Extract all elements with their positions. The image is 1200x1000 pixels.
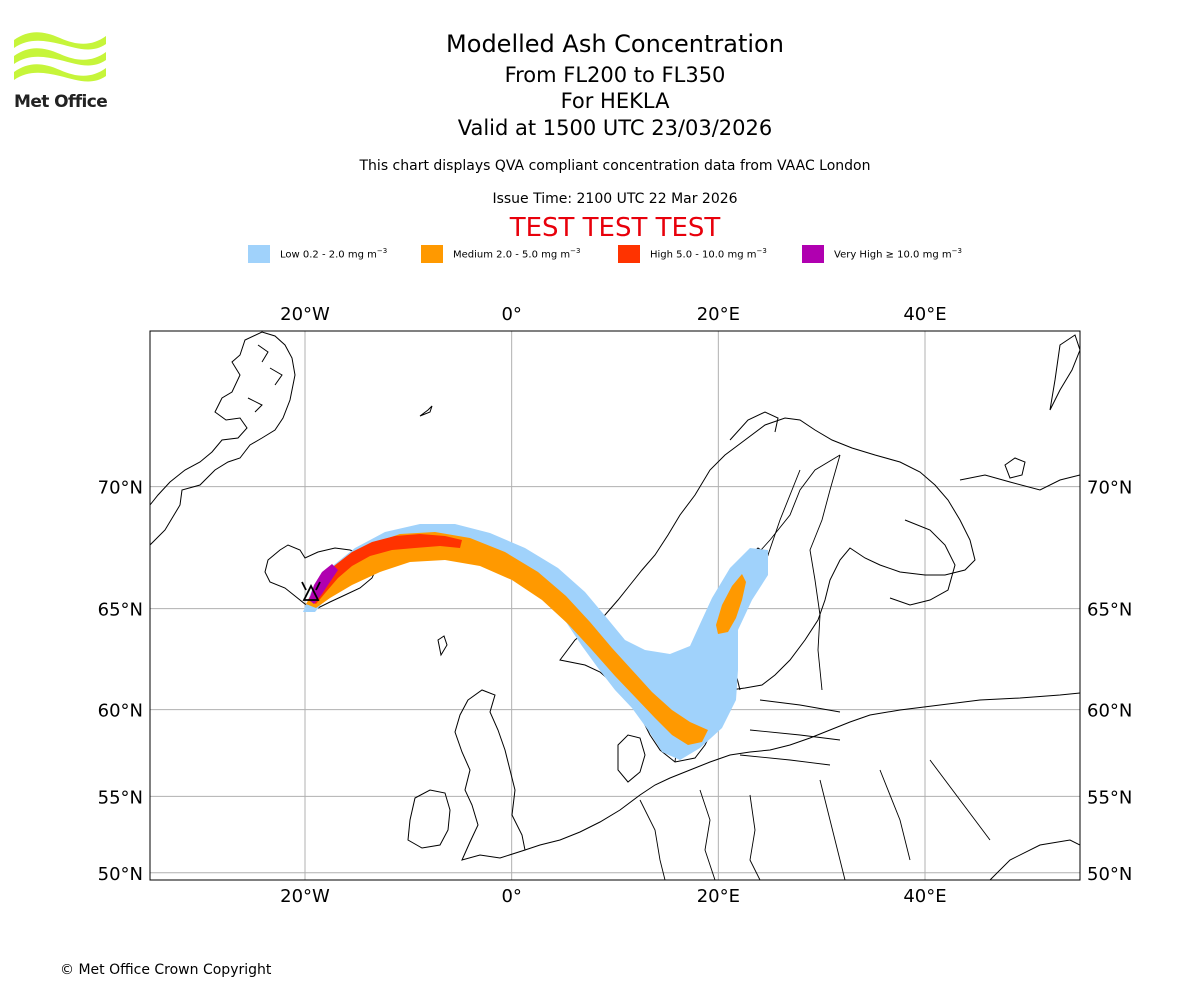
coastline-denmark <box>617 734 646 783</box>
lat-label-right-60n: 60°N <box>1087 701 1132 722</box>
lat-label-left-70n: 70°N <box>98 478 143 499</box>
coastline-black-sea-edge <box>989 839 1080 880</box>
legend-item-high: High 5.0 - 10.0 mg m−3 <box>618 244 767 264</box>
map-background <box>150 331 1080 880</box>
copyright-notice: © Met Office Crown Copyright <box>60 962 272 978</box>
coastline-iceland <box>264 544 379 609</box>
legend-item-very-high: Very High ≥ 10.0 mg m−3 <box>802 244 962 264</box>
legend-swatch-high <box>618 245 640 263</box>
valid-time: Valid at 1500 UTC 23/03/2026 <box>457 116 773 140</box>
lon-label-top-40e: 40°E <box>903 304 946 325</box>
issue-time: Issue Time: 2100 UTC 22 Mar 2026 <box>492 191 738 207</box>
lat-label-left-60n: 60°N <box>98 701 143 722</box>
legend-item-low: Low 0.2 - 2.0 mg m−3 <box>248 244 387 264</box>
map-frame <box>149 330 1081 881</box>
lon-label-top-0: 0° <box>501 304 521 325</box>
coastline-white-sea <box>889 519 956 606</box>
coastline-continent <box>524 692 1080 851</box>
legend-item-medium: Medium 2.0 - 5.0 mg m−3 <box>421 244 580 264</box>
lat-label-left-50n: 50°N <box>98 864 143 885</box>
coastline-russia-arctic <box>959 474 1080 491</box>
ash-plume-very-high <box>309 564 338 604</box>
legend-swatch-low <box>248 245 270 263</box>
coastline-ireland <box>407 789 451 849</box>
border-sweden-finland <box>767 469 801 556</box>
lat-label-right-65n: 65°N <box>1087 600 1132 621</box>
coastline-novaya-zemlya <box>1049 334 1080 411</box>
ash-plume-medium <box>306 532 708 745</box>
volcano-marker <box>301 581 321 601</box>
coastline-scandinavia <box>559 417 976 763</box>
lon-label-bottom-0: 0° <box>501 886 521 907</box>
lat-label-right-70n: 70°N <box>1087 478 1132 499</box>
coastline-great-britain <box>454 689 526 861</box>
legend-label-high: High 5.0 - 10.0 mg m−3 <box>650 247 767 261</box>
met-office-logo: Met Office <box>14 30 110 112</box>
border-finland-russia <box>809 454 841 691</box>
lat-label-left-55n: 55°N <box>98 787 143 808</box>
coastline-jan-mayen <box>419 405 433 417</box>
lon-label-bottom-20w: 20°W <box>280 886 330 907</box>
legend-label-medium: Medium 2.0 - 5.0 mg m−3 <box>453 247 581 261</box>
volcano-name: For HEKLA <box>560 89 670 113</box>
lat-label-right-50n: 50°N <box>1087 864 1132 885</box>
coastline-faroe <box>437 635 448 657</box>
legend-swatch-very-high <box>802 245 824 263</box>
ash-plume-high <box>308 534 462 604</box>
chart-title: Modelled Ash Concentration <box>446 30 784 58</box>
coastline-greenland-fjords <box>247 344 283 413</box>
border-baltics <box>739 699 841 766</box>
met-office-waves-icon <box>14 32 106 82</box>
coastline-greenland <box>150 331 296 546</box>
lat-label-right-55n: 55°N <box>1087 787 1132 808</box>
legend-label-very-high: Very High ≥ 10.0 mg m−3 <box>834 247 962 261</box>
axis-labels: 20°W 20°W 0° 0° 20°E 20°E 40°E 40°E 70°N 70°N 65°N… <box>98 304 1133 907</box>
ash-plume-medium-sweden <box>716 574 746 634</box>
chart-description: This chart displays QVA compliant concen… <box>359 158 871 174</box>
coastline-kolguyev <box>1004 457 1026 479</box>
legend-swatch-medium <box>421 245 443 263</box>
border-central-europe <box>639 759 991 880</box>
lon-label-bottom-20e: 20°E <box>697 886 740 907</box>
coastline-svalbard-south <box>729 411 779 441</box>
lat-label-left-65n: 65°N <box>98 600 143 621</box>
legend-label-low: Low 0.2 - 2.0 mg m−3 <box>280 247 388 261</box>
lon-label-top-20e: 20°E <box>697 304 740 325</box>
flight-level-range: From FL200 to FL350 <box>504 63 726 87</box>
lon-label-top-20w: 20°W <box>280 304 330 325</box>
met-office-logo-text: Met Office <box>14 92 108 112</box>
lon-label-bottom-40e: 40°E <box>903 886 946 907</box>
test-banner: TEST TEST TEST <box>509 213 721 243</box>
graticule <box>150 331 1080 880</box>
